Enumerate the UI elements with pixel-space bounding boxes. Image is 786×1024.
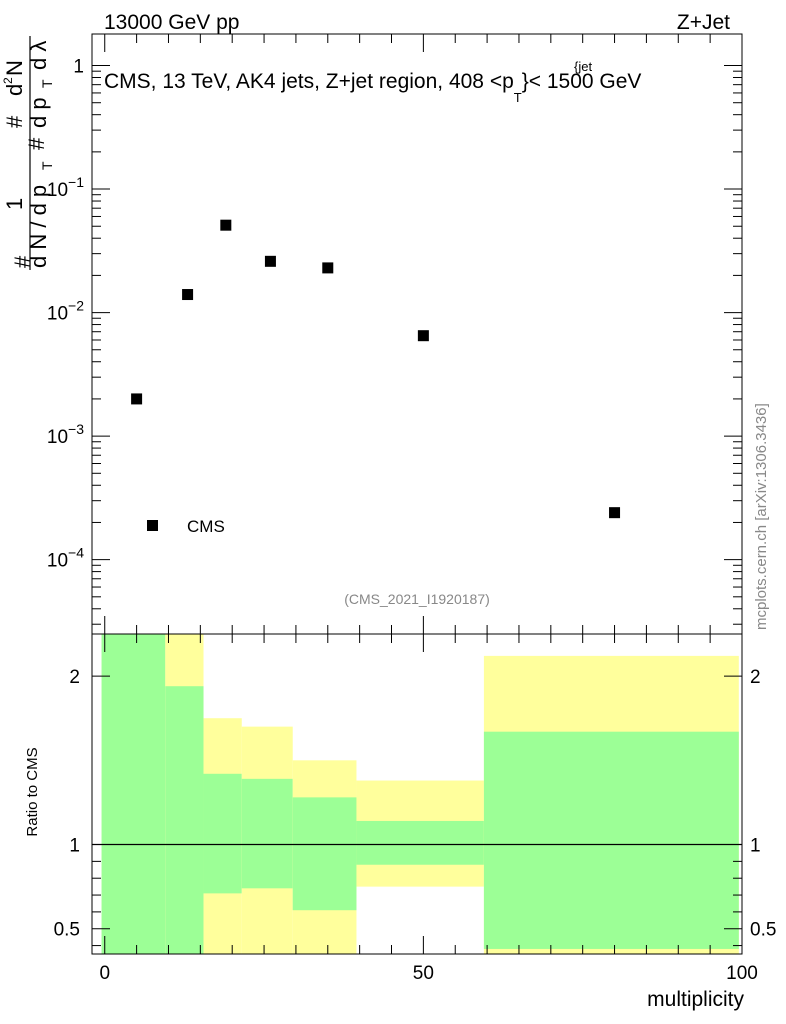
x-tick-label-2: 100 <box>726 963 758 984</box>
green-band-6 <box>483 731 739 949</box>
ratio-y-axis-label: Ratio to CMS <box>24 747 41 836</box>
svg-text:#: # <box>10 255 35 268</box>
ratio-y-tick-label-right-1: 1 <box>750 836 761 857</box>
green-band-2 <box>203 773 242 894</box>
svg-text:N: N <box>2 60 27 76</box>
green-band-5 <box>356 820 484 865</box>
ratio-y-tick-label-left-0: 0.5 <box>54 920 80 941</box>
svg-text:d p: d p <box>26 97 51 128</box>
x-tick-label-0: 0 <box>99 963 110 984</box>
main-panel: 10−4 10−3 10−2 10−1 1 CMS, 13 TeV, AK4 jets,… <box>1 33 743 635</box>
svg-text:d N / d p: d N / d p <box>26 185 51 268</box>
data-points <box>131 219 621 519</box>
data-point-5 <box>417 330 429 342</box>
main-y-tick-label-1: 10−3 <box>47 421 84 448</box>
data-point-6 <box>609 507 621 519</box>
svg-text:1: 1 <box>2 198 27 210</box>
green-band-0 <box>101 634 166 954</box>
main-frame <box>91 33 743 635</box>
x-axis-label: multiplicity <box>647 988 744 1011</box>
svg-text:T: T <box>39 161 55 170</box>
green-band-3 <box>241 778 293 889</box>
main-y-tick-label-2: 10−2 <box>47 298 84 325</box>
data-point-0 <box>131 393 143 405</box>
chart-title-superscript: {jet <box>574 59 592 74</box>
ratio-panel: 0 50 100 0.5 0.5 1 1 2 2 Ratio to CMS multiplici… <box>24 633 776 1011</box>
main-y-axis-label: # 1 d N / d p T # # d p T d 2 N d λ <box>1 36 55 270</box>
legend-label: CMS <box>187 517 225 536</box>
main-y-tick-label-3: 10−1 <box>47 174 84 201</box>
green-band-4 <box>292 797 357 911</box>
mcplots-credit: mcplots.cern.ch [arXiv:1306.3436] <box>753 403 770 630</box>
svg-text:d: d <box>2 84 27 96</box>
x-tick-label-1: 50 <box>413 963 434 984</box>
green-band-1 <box>165 686 204 954</box>
svg-text:T: T <box>39 79 55 88</box>
svg-text:d λ: d λ <box>26 41 51 70</box>
main-y-tick-label-4: 1 <box>73 57 84 78</box>
ratio-y-tick-label-left-1: 1 <box>69 836 80 857</box>
data-point-4 <box>322 262 334 274</box>
ratio-y-tick-label-right-2: 2 <box>750 667 761 688</box>
ratio-bands <box>101 634 739 954</box>
data-point-1 <box>182 289 194 301</box>
chart-title: CMS, 13 TeV, AK4 jets, Z+jet region, 408… <box>104 70 641 105</box>
data-point-2 <box>220 219 232 231</box>
ratio-frame <box>91 633 743 955</box>
ratio-y-tick-label-right-0: 0.5 <box>750 920 776 941</box>
legend-marker <box>147 520 158 531</box>
ratio-ticks: 0 50 100 0.5 0.5 1 1 2 2 <box>54 634 776 984</box>
process-label: Z+Jet <box>677 11 730 34</box>
energy-label: 13000 GeV pp <box>104 11 239 34</box>
main-y-tick-label-0: 10−4 <box>47 545 84 572</box>
svg-text:#: # <box>24 137 49 150</box>
ratio-y-tick-label-left-2: 2 <box>69 667 80 688</box>
svg-text:2: 2 <box>1 77 15 84</box>
data-point-3 <box>264 255 276 267</box>
analysis-id: (CMS_2021_I1920187) <box>344 591 490 607</box>
svg-text:#: # <box>2 115 27 128</box>
main-y-ticks: 10−4 10−3 10−2 10−1 1 <box>47 34 743 634</box>
